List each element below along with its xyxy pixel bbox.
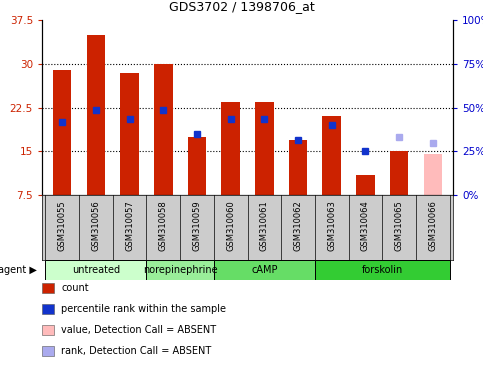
Bar: [214, 260, 315, 280]
Text: GSM310061: GSM310061: [260, 200, 269, 251]
Text: value, Detection Call = ABSENT: value, Detection Call = ABSENT: [61, 325, 216, 335]
Text: GSM310059: GSM310059: [192, 200, 201, 251]
Text: GSM310057: GSM310057: [125, 200, 134, 251]
Bar: [323, 116, 341, 195]
Bar: [146, 260, 214, 280]
Text: norepinephrine: norepinephrine: [143, 265, 217, 275]
Text: GSM310063: GSM310063: [327, 200, 336, 251]
Bar: [390, 151, 408, 195]
Bar: [188, 137, 206, 195]
Text: GSM310055: GSM310055: [57, 200, 67, 251]
Bar: [315, 260, 450, 280]
Text: GSM310060: GSM310060: [226, 200, 235, 251]
Text: GSM310056: GSM310056: [91, 200, 100, 251]
Text: GSM310066: GSM310066: [428, 200, 437, 251]
Bar: [424, 154, 442, 195]
Bar: [45, 260, 146, 280]
Bar: [154, 64, 172, 195]
Text: GDS3702 / 1398706_at: GDS3702 / 1398706_at: [169, 0, 314, 13]
Text: GSM310064: GSM310064: [361, 200, 370, 251]
Bar: [120, 73, 139, 195]
Text: GSM310062: GSM310062: [294, 200, 302, 251]
Text: untreated: untreated: [72, 265, 120, 275]
Text: cAMP: cAMP: [251, 265, 278, 275]
Bar: [289, 139, 307, 195]
Text: count: count: [61, 283, 89, 293]
Bar: [53, 70, 71, 195]
Text: agent ▶: agent ▶: [0, 265, 37, 275]
Text: forskolin: forskolin: [362, 265, 403, 275]
Bar: [356, 175, 375, 195]
Bar: [255, 102, 273, 195]
Text: GSM310058: GSM310058: [159, 200, 168, 251]
Bar: [221, 102, 240, 195]
Text: rank, Detection Call = ABSENT: rank, Detection Call = ABSENT: [61, 346, 212, 356]
Text: percentile rank within the sample: percentile rank within the sample: [61, 304, 227, 314]
Text: GSM310065: GSM310065: [395, 200, 404, 251]
Bar: [86, 35, 105, 195]
